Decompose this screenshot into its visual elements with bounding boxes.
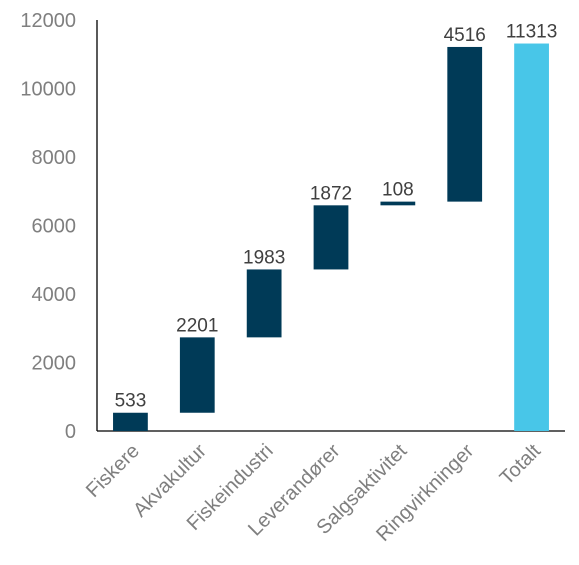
category-label: Fiskere: [82, 440, 144, 502]
y-tick-label: 10000: [20, 79, 76, 101]
data-label: 2201: [176, 315, 218, 336]
data-label: 4516: [444, 25, 486, 46]
data-label: 1872: [310, 183, 352, 204]
step-bar: [179, 337, 215, 413]
y-tick-label: 6000: [32, 216, 77, 238]
data-label: 11313: [506, 22, 557, 43]
step-bar: [380, 201, 416, 206]
bars-group: [113, 43, 549, 431]
y-axis-ticks: 0 2000 4000 6000 8000 10000 12000: [20, 10, 76, 443]
category-label: Totalt: [496, 440, 546, 490]
step-bar: [313, 205, 349, 270]
step-bar: [246, 269, 282, 338]
y-tick-label: 12000: [20, 10, 76, 32]
y-tick-label: 4000: [32, 284, 77, 306]
data-label: 533: [115, 391, 147, 412]
total-bar: [514, 43, 549, 431]
y-tick-label: 2000: [32, 353, 77, 375]
data-labels-group: 533 2201 1983 1872 108 4516 11313: [115, 22, 558, 412]
step-bar: [447, 46, 483, 202]
category-labels-group: FiskereAkvakulturFiskeindustriLeverandør…: [82, 440, 545, 546]
step-bar: [113, 412, 148, 431]
data-label: 1983: [243, 247, 285, 268]
data-label: 108: [382, 180, 414, 201]
y-tick-label: 8000: [32, 147, 77, 169]
y-tick-label: 0: [65, 421, 76, 443]
